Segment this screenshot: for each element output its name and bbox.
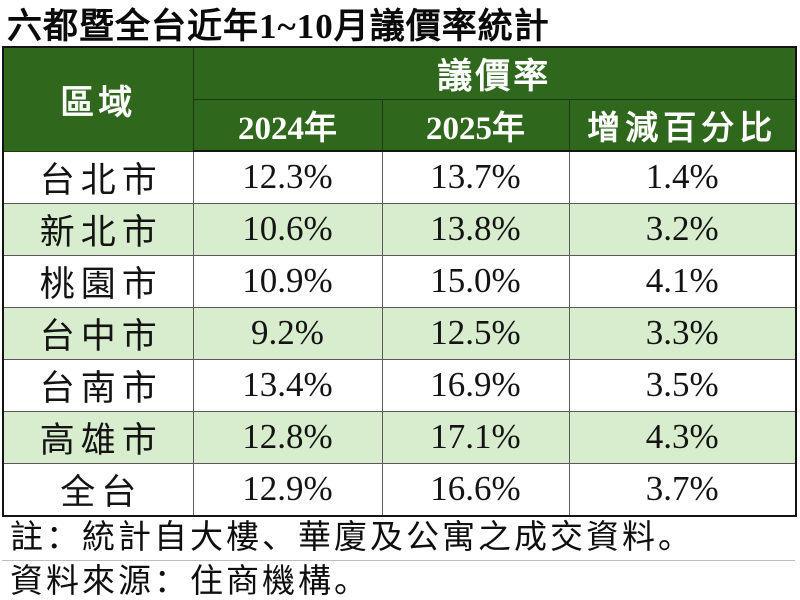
- region-cell: 桃園市: [2, 254, 194, 308]
- table-row: 桃園市 10.9% 15.0% 4.1%: [2, 254, 797, 308]
- table-row: 高雄市 12.8% 17.1% 4.3%: [2, 410, 797, 464]
- region-cell: 台南市: [2, 358, 194, 412]
- table-row: 台北市 12.3% 13.7% 1.4%: [2, 150, 797, 204]
- value-cell: 9.2%: [192, 306, 383, 360]
- col-header-2024: 2024年: [192, 99, 383, 152]
- value-cell: 15.0%: [381, 254, 570, 308]
- col-header-region: 區域: [2, 46, 194, 152]
- value-cell: 16.6%: [381, 462, 570, 516]
- value-cell: 3.2%: [568, 202, 797, 256]
- source-note: 資料來源：住商機構。: [2, 560, 795, 600]
- value-cell: 12.8%: [192, 410, 383, 464]
- col-header-2025: 2025年: [381, 99, 570, 152]
- value-cell: 12.5%: [381, 306, 570, 360]
- table-row: 台南市 13.4% 16.9% 3.5%: [2, 358, 797, 412]
- region-cell: 台中市: [2, 306, 194, 360]
- region-cell: 全台: [2, 462, 194, 516]
- value-cell: 13.8%: [381, 202, 570, 256]
- value-cell: 12.3%: [192, 150, 383, 204]
- value-cell: 12.9%: [192, 462, 383, 516]
- value-cell: 16.9%: [381, 358, 570, 412]
- value-cell: 3.5%: [568, 358, 797, 412]
- value-cell: 10.6%: [192, 202, 383, 256]
- value-cell: 17.1%: [381, 410, 570, 464]
- footnote: 註：統計自大樓、華廈及公寓之成交資料。: [2, 516, 795, 561]
- table-header: 區域 議價率 2024年 2025年 增減百分比: [2, 46, 797, 152]
- value-cell: 3.3%: [568, 306, 797, 360]
- header-row-years: 2024年 2025年 增減百分比: [3, 99, 797, 152]
- value-cell: 13.7%: [381, 150, 570, 204]
- value-cell: 13.4%: [192, 358, 383, 412]
- value-cell: 3.7%: [568, 462, 797, 516]
- page-title: 六都暨全台近年1~10月議價率統計: [7, 6, 550, 46]
- value-cell: 4.1%: [568, 254, 797, 308]
- value-cell: 4.3%: [568, 410, 797, 464]
- table-row: 台中市 9.2% 12.5% 3.3%: [2, 306, 797, 360]
- value-cell: 10.9%: [192, 254, 383, 308]
- table-row: 全台 12.9% 16.6% 3.7%: [2, 462, 797, 516]
- stats-table: 區域 議價率 2024年 2025年 增減百分比 台北市 12.3% 13.7% 1.…: [2, 46, 798, 517]
- header-row-group: 區域 議價率: [2, 46, 797, 152]
- group-header-rate: 議價率: [192, 46, 797, 100]
- region-cell: 新北市: [2, 202, 194, 256]
- value-cell: 1.4%: [568, 150, 797, 204]
- region-cell: 高雄市: [2, 410, 194, 464]
- col-header-diff: 增減百分比: [568, 99, 797, 152]
- region-cell: 台北市: [2, 150, 194, 204]
- table-row: 新北市 10.6% 13.8% 3.2%: [2, 202, 797, 256]
- table-body: 台北市 12.3% 13.7% 1.4% 新北市 10.6% 13.8% 3.2% 桃園市 10.…: [2, 150, 797, 516]
